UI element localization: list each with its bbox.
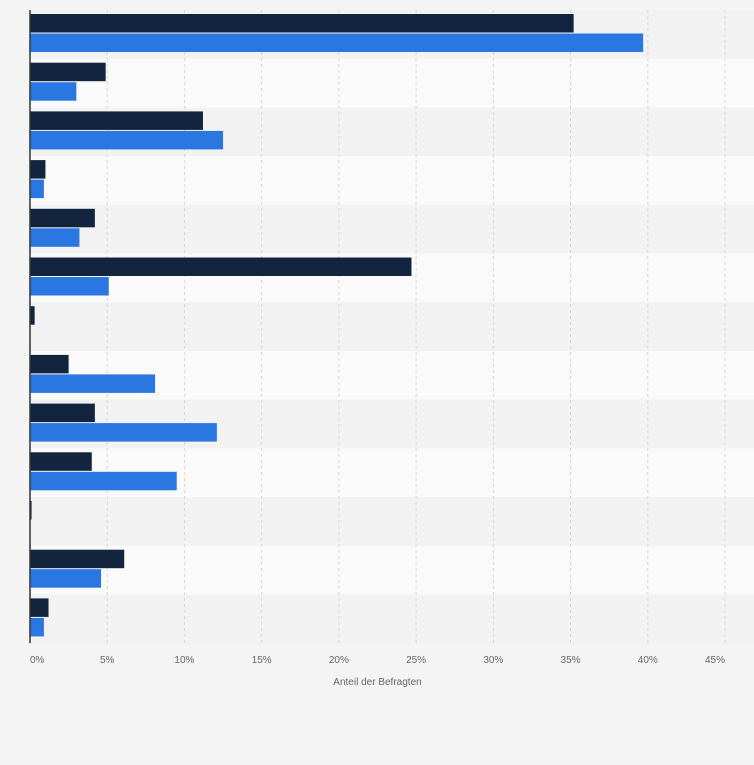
row-band xyxy=(30,545,754,595)
bar-series-1[interactable] xyxy=(30,354,69,374)
x-tick-label: 15% xyxy=(252,655,272,666)
bar-series-2[interactable] xyxy=(30,617,44,637)
bar-series-1[interactable] xyxy=(30,14,574,33)
x-tick-label: 45% xyxy=(705,655,725,666)
bar-series-1[interactable] xyxy=(30,403,95,423)
row-band xyxy=(30,497,754,546)
bar-series-1[interactable] xyxy=(30,452,92,471)
x-tick-label: 40% xyxy=(638,655,658,666)
x-tick-label: 5% xyxy=(100,655,115,666)
bar-series-2[interactable] xyxy=(30,228,80,247)
row-band xyxy=(30,302,754,351)
bar-series-2[interactable] xyxy=(30,130,224,150)
bar-series-2[interactable] xyxy=(30,277,109,296)
x-tick-label: 10% xyxy=(174,655,194,666)
bar-series-2[interactable] xyxy=(30,82,77,101)
bar-series-1[interactable] xyxy=(30,501,32,520)
bar-series-2[interactable] xyxy=(30,471,177,491)
x-tick-label: 25% xyxy=(406,655,426,666)
row-band xyxy=(30,594,754,644)
x-tick-label: 30% xyxy=(483,655,503,666)
row-band xyxy=(30,58,754,108)
bar-series-1[interactable] xyxy=(30,111,203,130)
bar-series-1[interactable] xyxy=(30,160,46,179)
bar-series-1[interactable] xyxy=(30,598,49,617)
row-band xyxy=(30,156,754,205)
bar-series-2[interactable] xyxy=(30,33,644,53)
bar-series-1[interactable] xyxy=(30,62,106,82)
bar-series-2[interactable] xyxy=(30,569,102,588)
bar-series-1[interactable] xyxy=(30,257,412,277)
bar-series-2[interactable] xyxy=(30,179,44,199)
x-tick-label: 0% xyxy=(30,655,45,666)
x-tick-label: 35% xyxy=(561,655,581,666)
bar-series-2[interactable] xyxy=(30,374,156,393)
bar-series-1[interactable] xyxy=(30,549,125,569)
x-tick-label: 20% xyxy=(329,655,349,666)
row-band xyxy=(30,204,754,254)
bar-series-1[interactable] xyxy=(30,208,95,228)
bar-series-2[interactable] xyxy=(30,423,217,442)
x-axis-title: Anteil der Befragten xyxy=(333,677,421,688)
bar-series-1[interactable] xyxy=(30,306,35,325)
